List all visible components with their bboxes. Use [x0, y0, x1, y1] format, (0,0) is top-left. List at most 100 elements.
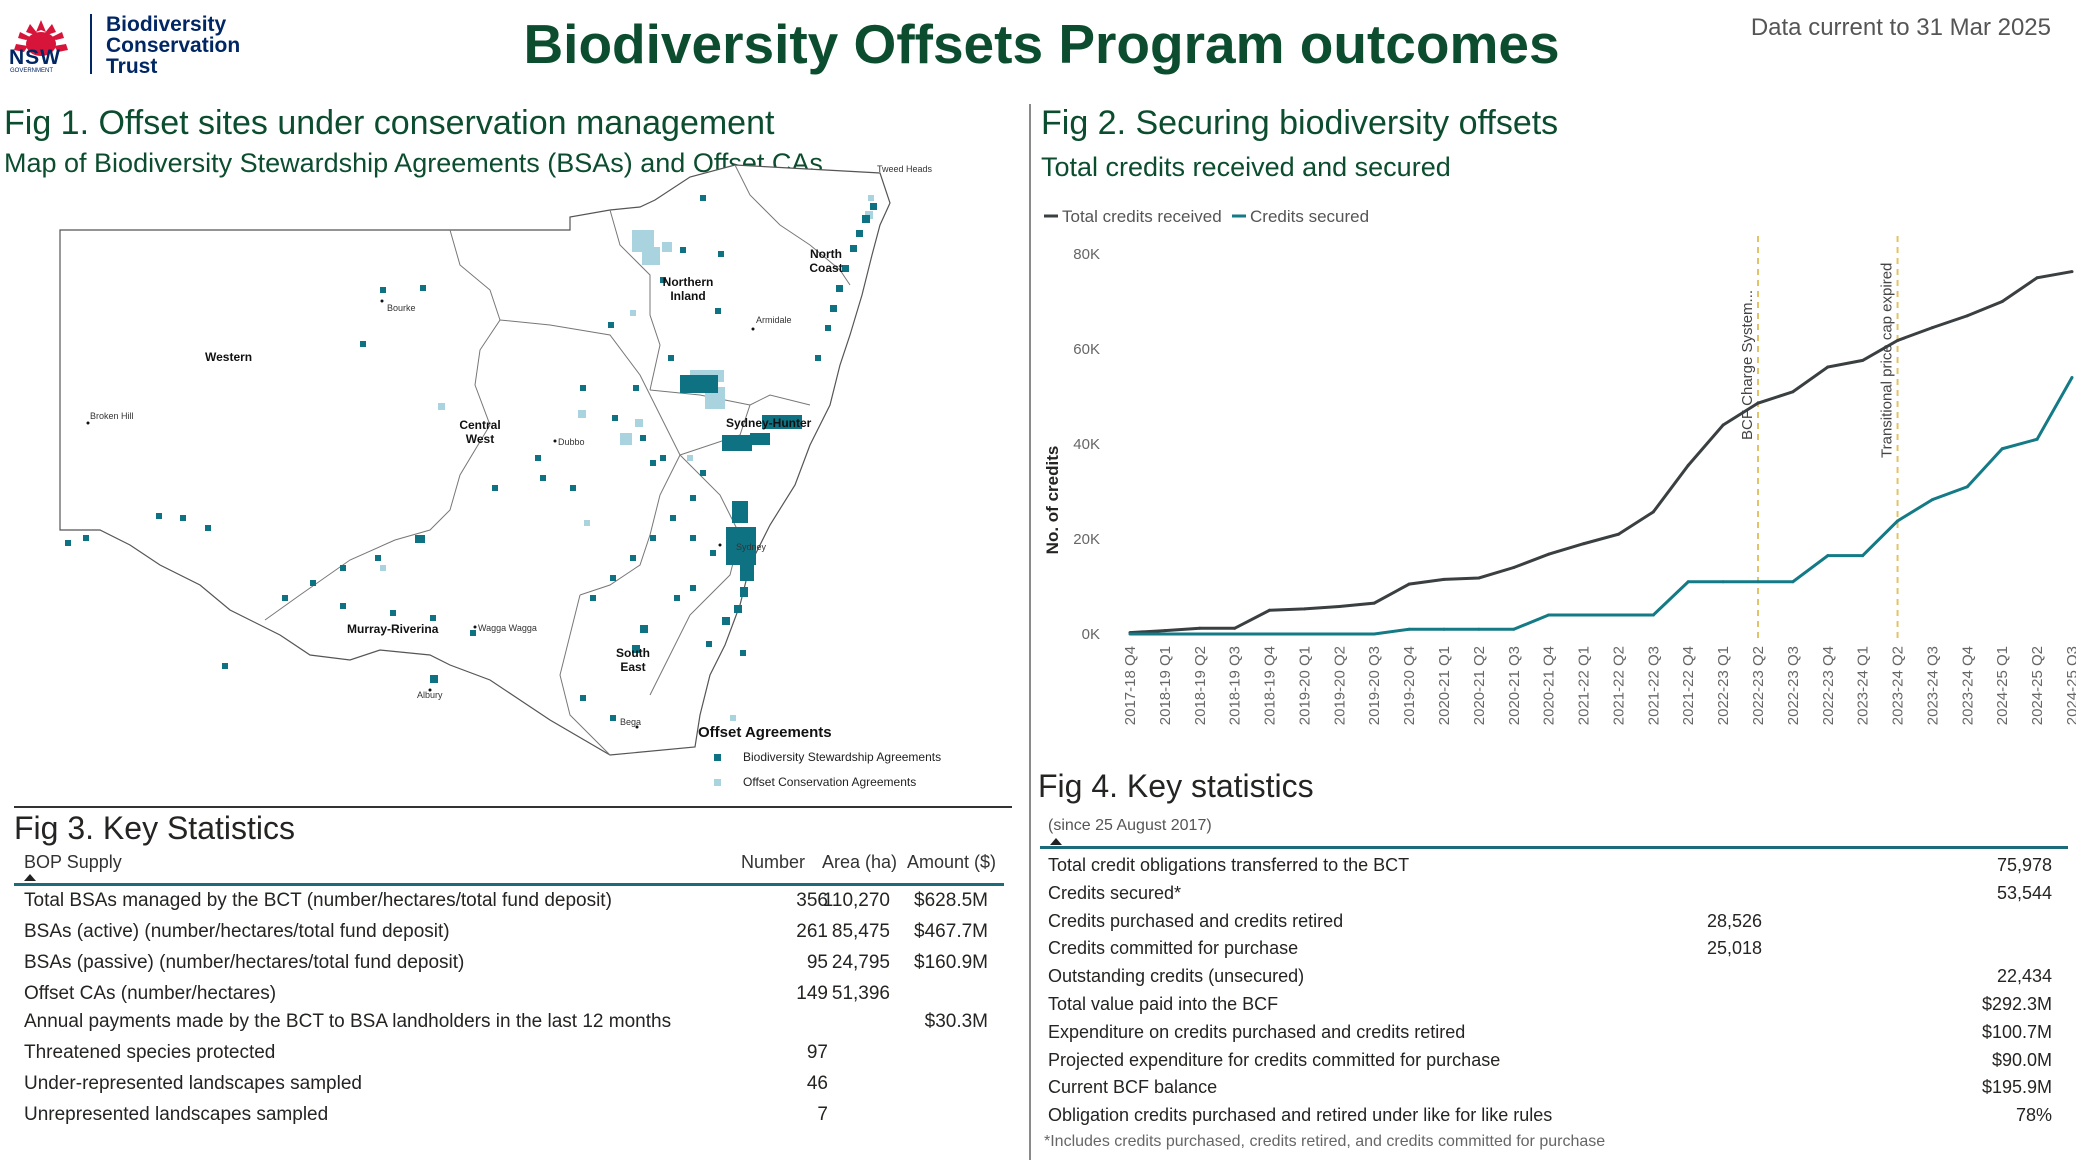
data-point[interactable] — [1965, 314, 1969, 318]
table-row[interactable]: BSAs (active) (number/hectares/total fun… — [24, 921, 1004, 949]
data-point[interactable] — [1651, 510, 1655, 514]
x-tick-label: 2020-21 Q3 — [1506, 646, 1523, 725]
data-point[interactable] — [1337, 632, 1341, 636]
legend-secured-label[interactable]: Credits secured — [1250, 207, 1369, 226]
data-point[interactable] — [1477, 576, 1481, 580]
data-point[interactable] — [1163, 629, 1167, 633]
data-point[interactable] — [1721, 423, 1725, 427]
data-point[interactable] — [1198, 626, 1202, 630]
data-point[interactable] — [1791, 390, 1795, 394]
data-point[interactable] — [2035, 276, 2039, 280]
data-point[interactable] — [2000, 447, 2004, 451]
table-row[interactable]: Annual payments made by the BCT to BSA l… — [24, 1011, 1004, 1039]
table-row[interactable]: Total credit obligations transferred to … — [1048, 855, 2060, 883]
x-tick-label: 2023-24 Q4 — [1959, 646, 1976, 725]
data-point[interactable] — [1686, 463, 1690, 467]
series-credits-secured-line[interactable] — [1130, 376, 2074, 636]
stat-label: Projected expenditure for credits commit… — [1048, 1049, 1501, 1070]
fig3-header-label[interactable]: BOP Supply — [24, 852, 122, 872]
data-point[interactable] — [1512, 627, 1516, 631]
stat-label: Outstanding credits (unsecured) — [1048, 966, 1305, 987]
data-point[interactable] — [1442, 627, 1446, 631]
fig3-header-amount[interactable]: Amount ($) — [907, 852, 997, 872]
series-total-received-line[interactable] — [1129, 270, 2073, 635]
data-point[interactable] — [1372, 601, 1376, 605]
data-point[interactable] — [1442, 577, 1446, 581]
data-point[interactable] — [1407, 582, 1411, 586]
table-row[interactable]: Credits purchased and credits retired 28,… — [1048, 911, 2060, 939]
data-point[interactable] — [1826, 554, 1830, 558]
page-title: Biodiversity Offsets Program outcomes — [523, 13, 1560, 75]
chart-series — [1128, 270, 2074, 636]
data-point[interactable] — [1930, 498, 1934, 502]
credits-line-chart[interactable]: Total credits received Credits secured N… — [1040, 200, 2076, 760]
data-point[interactable] — [1477, 627, 1481, 631]
nsw-offsets-map[interactable]: Western Central West Northern Inland Nor… — [50, 155, 970, 795]
table-row[interactable]: Credits committed for purchase 25,018 — [1048, 938, 2060, 966]
data-point[interactable] — [1547, 552, 1551, 556]
fig3-header-number[interactable]: Number — [741, 852, 806, 872]
sort-ascending-icon[interactable] — [24, 874, 36, 881]
data-point[interactable] — [1826, 365, 1830, 369]
data-point[interactable] — [2070, 270, 2074, 274]
table-row[interactable]: Expenditure on credits purchased and cre… — [1048, 1022, 2060, 1050]
data-point[interactable] — [1756, 580, 1760, 584]
data-point[interactable] — [1616, 532, 1620, 536]
bsa-markers — [65, 195, 877, 721]
table-row[interactable]: Total value paid into the BCF $292.3M — [1048, 994, 2060, 1022]
table-row[interactable]: Current BCF balance $195.9M — [1048, 1077, 2060, 1105]
data-point[interactable] — [2070, 376, 2074, 379]
data-point[interactable] — [1965, 485, 1969, 489]
data-point[interactable] — [1616, 613, 1620, 617]
data-point[interactable] — [1930, 326, 1934, 330]
data-point[interactable] — [1582, 613, 1586, 617]
data-point[interactable] — [1302, 632, 1306, 636]
legend-received-label[interactable]: Total credits received — [1062, 207, 1222, 226]
data-point[interactable] — [1268, 632, 1272, 636]
data-point[interactable] — [1268, 608, 1272, 612]
table-row[interactable]: Credits secured* 53,544 — [1048, 883, 2060, 911]
data-point[interactable] — [1163, 632, 1167, 636]
stat-label: Total BSAs managed by the BCT (number/he… — [24, 890, 612, 911]
table-row[interactable]: Outstanding credits (unsecured) 22,434 — [1048, 966, 2060, 994]
data-point[interactable] — [2035, 437, 2039, 441]
data-point[interactable] — [1861, 358, 1865, 362]
fig3-header-area[interactable]: Area (ha) — [822, 852, 898, 872]
data-point[interactable] — [1198, 632, 1202, 636]
data-point[interactable] — [1721, 580, 1725, 584]
table-row[interactable]: Unrepresented landscapes sampled 7 — [24, 1104, 1004, 1132]
data-point[interactable] — [1582, 542, 1586, 546]
data-point[interactable] — [1407, 627, 1411, 631]
data-point[interactable] — [1233, 626, 1237, 630]
x-tick-label: 2022-23 Q4 — [1820, 646, 1837, 725]
data-point[interactable] — [1896, 519, 1900, 523]
table-row[interactable]: Threatened species protected 97 — [24, 1042, 1004, 1070]
city-dots — [86, 299, 755, 729]
data-point[interactable] — [1896, 338, 1900, 342]
data-point[interactable] — [1372, 632, 1376, 636]
data-point[interactable] — [1686, 580, 1690, 584]
table-row[interactable]: Obligation credits purchased and retired… — [1048, 1105, 2060, 1133]
x-tick-label: 2024-25 Q3 — [2064, 646, 2076, 725]
table-row[interactable]: Total BSAs managed by the BCT (number/he… — [24, 890, 1004, 918]
sort-ascending-icon[interactable] — [1050, 838, 1062, 845]
data-point[interactable] — [1547, 613, 1551, 617]
data-point[interactable] — [1128, 632, 1132, 636]
region-murray-riverina-label: Murray-Riverina — [347, 622, 439, 636]
data-point[interactable] — [1791, 580, 1795, 584]
stat-label: Offset CAs (number/hectares) — [24, 983, 277, 1004]
data-point[interactable] — [2000, 300, 2004, 303]
table-row[interactable]: Projected expenditure for credits commit… — [1048, 1050, 2060, 1078]
data-point[interactable] — [1302, 607, 1306, 611]
data-point[interactable] — [1651, 613, 1655, 617]
data-point[interactable] — [1233, 632, 1237, 636]
data-point[interactable] — [1512, 566, 1516, 569]
data-point[interactable] — [1337, 604, 1341, 608]
x-tick-label: 2018-19 Q4 — [1262, 646, 1279, 725]
table-row[interactable]: Offset CAs (number/hectares) 149 51,396 — [24, 983, 1004, 1011]
stat-subtotal: 28,526 — [1706, 910, 1762, 931]
data-point[interactable] — [1756, 401, 1760, 405]
table-row[interactable]: BSAs (passive) (number/hectares/total fu… — [24, 952, 1004, 980]
table-row[interactable]: Under-represented landscapes sampled 46 — [24, 1073, 1004, 1101]
data-point[interactable] — [1861, 554, 1865, 558]
